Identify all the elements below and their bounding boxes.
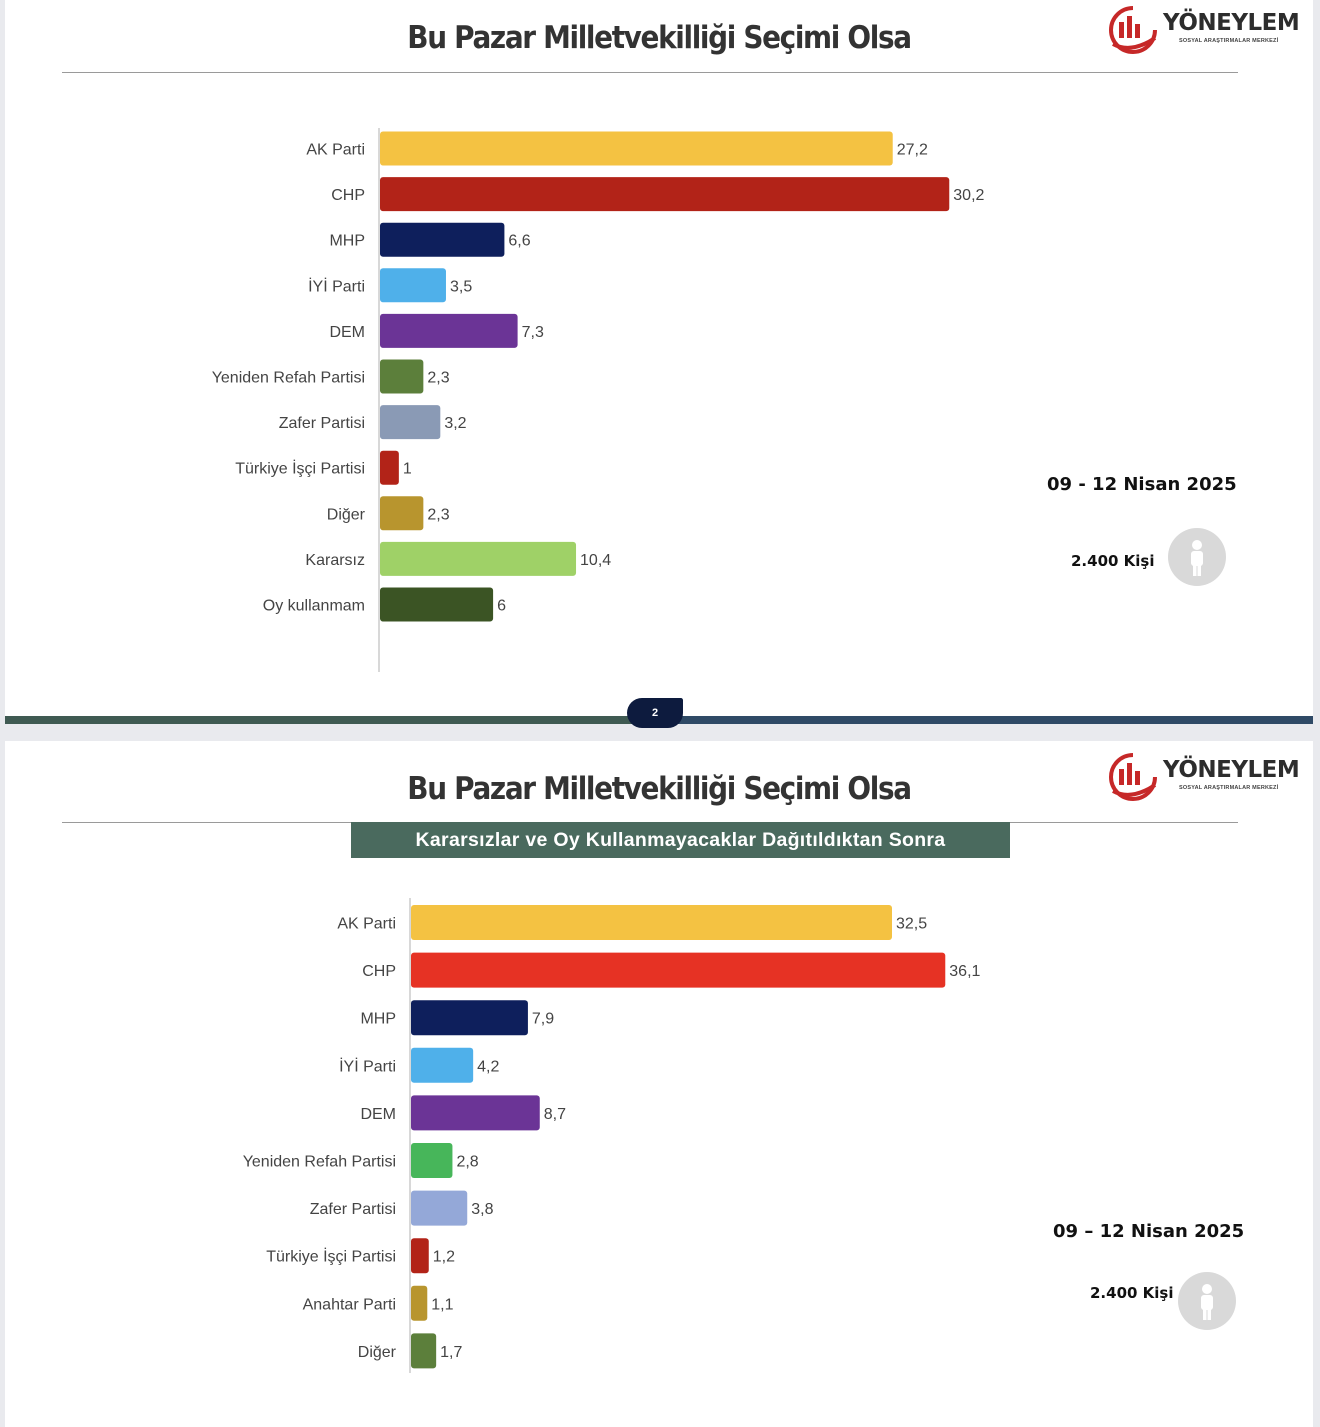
bar xyxy=(380,587,494,622)
bar xyxy=(380,359,424,394)
category-label: CHP xyxy=(331,187,365,204)
logo-name: YÖNEYLEM xyxy=(1163,757,1300,783)
category-label: İYİ Parti xyxy=(339,1056,396,1075)
data-label: 2,3 xyxy=(427,506,449,523)
data-label: 8,7 xyxy=(544,1106,566,1123)
slide-footer-bar-accent xyxy=(672,716,1313,724)
bar xyxy=(380,268,446,303)
bar xyxy=(411,1285,428,1321)
data-label: 27,2 xyxy=(897,142,928,159)
data-label: 4,2 xyxy=(477,1058,499,1075)
survey-date: 09 – 12 Nisan 2025 xyxy=(1053,1221,1245,1242)
category-label: Zafer Partisi xyxy=(279,415,365,432)
data-label: 7,9 xyxy=(532,1011,554,1028)
data-label: 6 xyxy=(497,598,506,615)
bar xyxy=(380,541,577,576)
data-label: 3,2 xyxy=(444,415,466,432)
category-label: MHP xyxy=(360,1011,396,1028)
logo-subtitle: SOSYAL ARAŞTIRMALAR MERKEZİ xyxy=(1179,38,1279,44)
bar xyxy=(380,313,518,348)
bar xyxy=(411,1238,429,1274)
category-label: İYİ Parti xyxy=(308,276,365,295)
bar xyxy=(411,1190,468,1226)
logo-name: YÖNEYLEM xyxy=(1163,10,1300,36)
bar xyxy=(380,177,950,212)
data-label: 7,3 xyxy=(522,324,544,341)
slide-title: Bu Pazar Milletvekilliği Seçimi Olsa xyxy=(407,771,912,807)
yoneylem-logo: YÖNEYLEM SOSYAL ARAŞTIRMALAR MERKEZİ xyxy=(1103,751,1300,803)
bar-chart-1: AK Parti 27,2 CHP 30,2 MHP 6,6 İYİ Parti 3,5 DEM… xyxy=(212,128,985,672)
subtitle-banner: Kararsızlar ve Oy Kullanmayacaklar Dağıt… xyxy=(351,822,1010,858)
category-label: Anahtar Parti xyxy=(303,1296,396,1313)
data-label: 1,7 xyxy=(440,1344,462,1361)
data-label: 6,6 xyxy=(508,233,530,250)
bar xyxy=(411,1047,474,1083)
data-label: 2,3 xyxy=(427,370,449,387)
data-label: 36,1 xyxy=(949,963,980,980)
bar xyxy=(411,1143,453,1178)
category-label: DEM xyxy=(329,324,365,341)
bar xyxy=(380,222,505,257)
yoneylem-logo: YÖNEYLEM SOSYAL ARAŞTIRMALAR MERKEZİ xyxy=(1103,4,1300,56)
sample-size: 2.400 Kişi xyxy=(1090,1284,1174,1302)
bar xyxy=(380,496,424,531)
bar xyxy=(380,131,893,166)
slide-1: Bu Pazar Milletvekilliği Seçimi Olsa YÖN… xyxy=(5,0,1313,720)
title-divider xyxy=(62,72,1238,73)
bar xyxy=(411,1333,437,1369)
category-label: Türkiye İşçi Partisi xyxy=(235,459,365,478)
category-label: Diğer xyxy=(358,1344,397,1361)
slide-title: Bu Pazar Milletvekilliği Seçimi Olsa xyxy=(407,20,912,56)
data-label: 3,8 xyxy=(471,1201,493,1218)
category-label: DEM xyxy=(360,1106,396,1123)
data-label: 30,2 xyxy=(953,187,984,204)
category-label: Yeniden Refah Partisi xyxy=(243,1154,396,1171)
data-label: 1,2 xyxy=(433,1249,455,1266)
category-label: CHP xyxy=(362,963,396,980)
page-number: 2 xyxy=(627,698,683,728)
category-label: Diğer xyxy=(327,506,366,523)
person-icon xyxy=(1168,528,1226,586)
logo-subtitle: SOSYAL ARAŞTIRMALAR MERKEZİ xyxy=(1179,785,1279,791)
bar xyxy=(411,1095,540,1131)
bar xyxy=(380,405,441,440)
logo-mark-icon xyxy=(1109,6,1157,54)
bar xyxy=(380,450,399,485)
category-label: AK Parti xyxy=(306,142,365,159)
category-label: MHP xyxy=(329,233,365,250)
category-label: Zafer Partisi xyxy=(310,1201,396,1218)
data-label: 10,4 xyxy=(580,552,611,569)
category-label: Yeniden Refah Partisi xyxy=(212,370,365,387)
bar xyxy=(411,1000,528,1036)
category-label: Türkiye İşçi Partisi xyxy=(266,1247,396,1266)
data-label: 2,8 xyxy=(456,1154,478,1171)
survey-date: 09 - 12 Nisan 2025 xyxy=(1047,474,1237,495)
logo-mark-icon xyxy=(1109,753,1157,801)
data-label: 1 xyxy=(403,461,412,478)
data-label: 32,5 xyxy=(896,916,927,933)
bar xyxy=(411,952,946,988)
data-label: 3,5 xyxy=(450,278,472,295)
slide-2: Bu Pazar Milletvekilliği Seçimi Olsa YÖN… xyxy=(5,741,1313,1427)
bar-chart-2: AK Parti 32,5 CHP 36,1 MHP 7,9 İYİ Parti 4,2 DEM… xyxy=(243,898,981,1373)
category-label: AK Parti xyxy=(337,916,396,933)
person-icon xyxy=(1178,1272,1236,1330)
category-label: Kararsız xyxy=(305,552,365,569)
category-label: Oy kullanmam xyxy=(263,598,365,615)
bar xyxy=(411,905,892,940)
data-label: 1,1 xyxy=(431,1296,453,1313)
sample-size: 2.400 Kişi xyxy=(1071,552,1155,570)
